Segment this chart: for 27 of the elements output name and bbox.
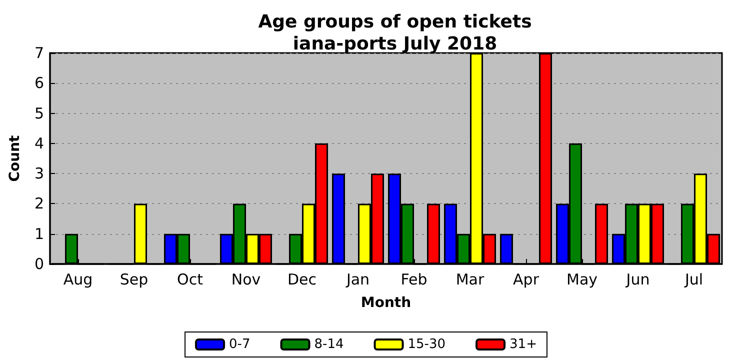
chart-title: Age groups of open tickets iana-ports July 2018 [258, 12, 532, 54]
legend-label: 31+ [510, 337, 537, 352]
y-tick-label: 5 [34, 104, 44, 122]
y-tick-label: 4 [34, 134, 44, 152]
y-axis-title: Count [7, 134, 23, 182]
x-tick-label: Sep [120, 270, 148, 288]
x-axis-title: Month [360, 295, 412, 311]
legend-label: 0-7 [229, 337, 250, 352]
x-tick-label: Feb [400, 270, 428, 288]
x-tick-label: Oct [177, 270, 204, 288]
y-tick-label: 7 [34, 44, 44, 62]
x-tick-label: Dec [287, 270, 317, 288]
legend-label: 8-14 [314, 337, 344, 352]
x-tick-label: Mar [456, 270, 485, 288]
y-tick-label: 2 [34, 194, 44, 213]
x-tick-label: Apr [513, 270, 540, 288]
x-tick-label: Jan [345, 270, 370, 288]
x-tick-label: Jun [625, 270, 650, 288]
y-tick-label: 0 [34, 255, 44, 273]
x-tick-label: Jul [684, 270, 704, 288]
y-tick-label: 1 [34, 224, 44, 243]
x-tick-label: May [566, 270, 598, 288]
y-tick-label: 6 [34, 74, 44, 92]
legend-label: 15-30 [408, 337, 446, 352]
x-tick-label: Nov [231, 270, 261, 288]
x-tick-label: Aug [63, 270, 93, 288]
y-tick-label: 3 [34, 164, 44, 183]
